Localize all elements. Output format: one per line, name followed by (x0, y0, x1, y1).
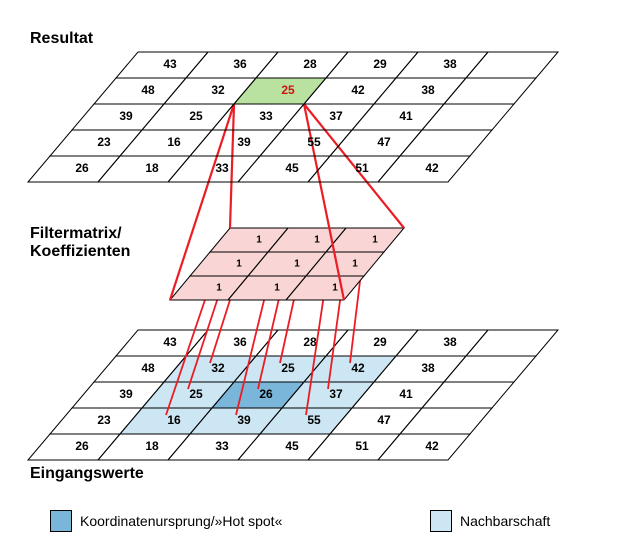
svg-text:26: 26 (259, 387, 273, 401)
svg-text:1: 1 (314, 235, 320, 246)
svg-text:33: 33 (215, 439, 229, 453)
svg-text:38: 38 (421, 83, 435, 97)
svg-text:29: 29 (373, 57, 387, 71)
svg-text:25: 25 (281, 83, 295, 97)
svg-text:26: 26 (75, 161, 89, 175)
svg-text:48: 48 (141, 361, 155, 375)
svg-text:42: 42 (351, 83, 365, 97)
svg-text:45: 45 (285, 439, 299, 453)
svg-text:55: 55 (307, 413, 321, 427)
legend-neighborhood-label: Nachbarschaft (460, 513, 550, 529)
legend-hotspot-label: Koordinatenursprung/»Hot spot« (80, 513, 282, 529)
svg-text:36: 36 (233, 57, 247, 71)
svg-text:47: 47 (377, 135, 391, 149)
svg-text:16: 16 (167, 413, 181, 427)
svg-text:25: 25 (281, 361, 295, 375)
svg-text:42: 42 (351, 361, 365, 375)
svg-text:51: 51 (355, 439, 369, 453)
svg-text:1: 1 (216, 283, 222, 294)
legend-hotspot: Koordinatenursprung/»Hot spot« (50, 510, 282, 532)
svg-text:55: 55 (307, 135, 321, 149)
svg-text:39: 39 (119, 109, 133, 123)
svg-text:25: 25 (189, 109, 203, 123)
svg-text:39: 39 (237, 135, 251, 149)
svg-text:43: 43 (163, 57, 177, 71)
svg-text:37: 37 (329, 109, 343, 123)
svg-text:33: 33 (215, 161, 229, 175)
svg-text:1: 1 (274, 283, 280, 294)
svg-text:43: 43 (163, 335, 177, 349)
svg-text:45: 45 (285, 161, 299, 175)
svg-text:29: 29 (373, 335, 387, 349)
legend-neighborhood: Nachbarschaft (430, 510, 550, 532)
svg-text:38: 38 (443, 335, 457, 349)
svg-text:28: 28 (303, 335, 317, 349)
svg-text:16: 16 (167, 135, 181, 149)
svg-text:1: 1 (294, 259, 300, 270)
svg-text:23: 23 (97, 413, 111, 427)
svg-text:51: 51 (355, 161, 369, 175)
svg-text:1: 1 (236, 259, 242, 270)
svg-text:26: 26 (75, 439, 89, 453)
svg-text:1: 1 (256, 235, 262, 246)
svg-text:38: 38 (421, 361, 435, 375)
svg-text:33: 33 (259, 109, 273, 123)
svg-text:39: 39 (119, 387, 133, 401)
svg-text:41: 41 (399, 109, 413, 123)
diagram-svg: 43 36 28 29 38 48 32 25 42 38 39 25 26 37 41 23 16 39 55 47… (0, 0, 630, 500)
svg-text:39: 39 (237, 413, 251, 427)
svg-text:47: 47 (377, 413, 391, 427)
svg-text:1: 1 (352, 259, 358, 270)
svg-text:42: 42 (425, 439, 439, 453)
svg-text:36: 36 (233, 335, 247, 349)
svg-text:32: 32 (211, 83, 225, 97)
svg-text:23: 23 (97, 135, 111, 149)
svg-text:25: 25 (189, 387, 203, 401)
svg-text:38: 38 (443, 57, 457, 71)
swatch-neighborhood (430, 510, 452, 532)
swatch-hotspot (50, 510, 72, 532)
svg-text:1: 1 (332, 283, 338, 294)
svg-text:18: 18 (145, 161, 159, 175)
svg-text:32: 32 (211, 361, 225, 375)
svg-text:48: 48 (141, 83, 155, 97)
svg-text:28: 28 (303, 57, 317, 71)
svg-text:1: 1 (372, 235, 378, 246)
svg-text:42: 42 (425, 161, 439, 175)
svg-text:37: 37 (329, 387, 343, 401)
svg-text:18: 18 (145, 439, 159, 453)
svg-text:41: 41 (399, 387, 413, 401)
